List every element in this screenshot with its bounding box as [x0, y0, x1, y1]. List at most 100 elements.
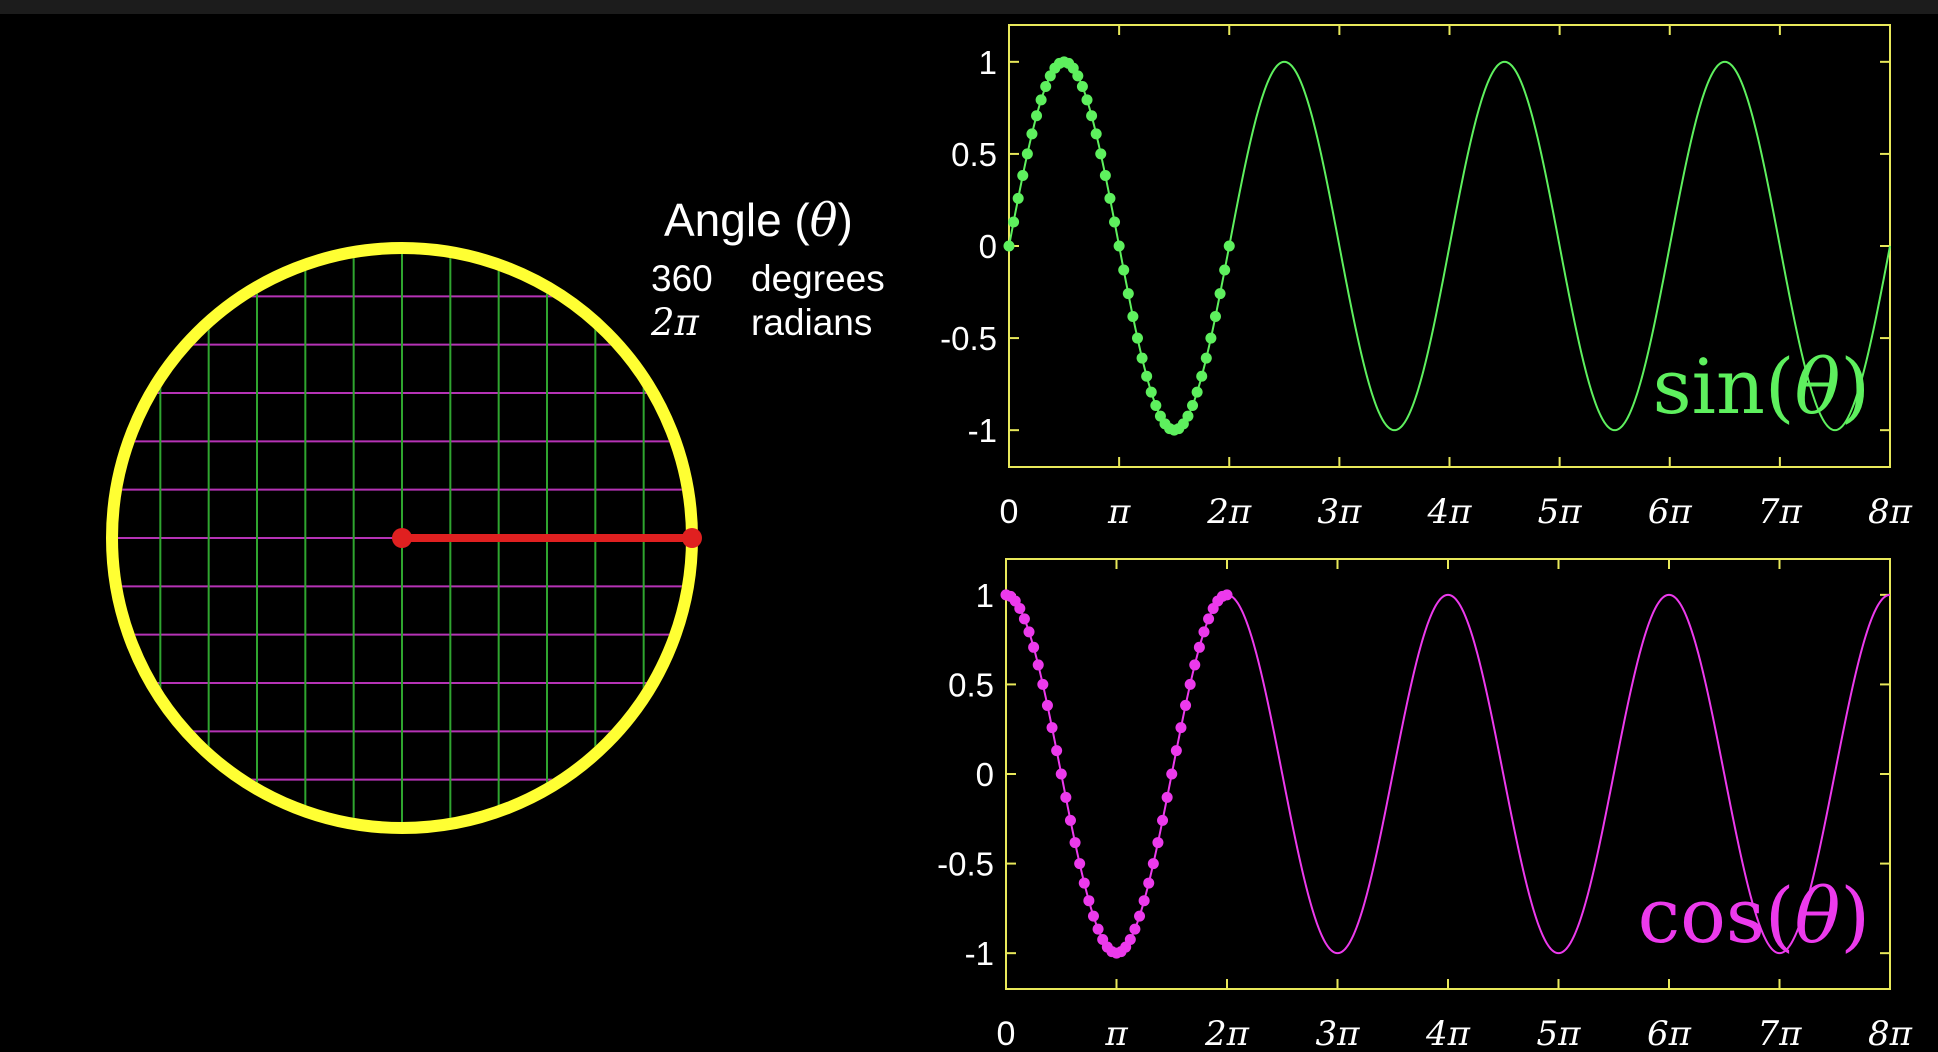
traced-point	[1191, 386, 1203, 398]
traced-point	[1040, 81, 1052, 93]
radians-readout: 2π radians	[651, 301, 872, 344]
radians-unit: radians	[751, 302, 873, 343]
y-tick-label: 0	[976, 756, 994, 793]
sin-label: sin(θ)	[1653, 342, 1870, 431]
x-tick-label: π	[1104, 1014, 1128, 1052]
traced-point	[1076, 81, 1088, 93]
x-tick-label: 4π	[1425, 1014, 1471, 1052]
x-tick-label: 7π	[1758, 492, 1803, 532]
traced-point	[1134, 910, 1146, 922]
traced-point	[1147, 858, 1159, 870]
radius-endpoint	[682, 528, 702, 548]
sin-chart: 1 0.5 0 -0.5 -1 0 π 2π 3π 4π 5π 6π 7π 8π sin(θ)	[940, 24, 1913, 532]
traced-point	[1150, 399, 1162, 411]
traced-point	[1021, 148, 1033, 160]
radians-value: 2π	[651, 301, 699, 344]
traced-point	[1136, 352, 1148, 364]
traced-point	[1203, 613, 1215, 625]
traced-point	[1145, 386, 1157, 398]
traced-point	[1141, 370, 1153, 382]
x-tick-label: 3π	[1317, 492, 1362, 532]
traced-point	[1060, 791, 1072, 803]
traced-point	[1122, 288, 1134, 300]
traced-point	[1131, 332, 1143, 344]
traced-point	[1175, 722, 1187, 734]
traced-point	[1193, 641, 1205, 653]
traced-point	[1086, 110, 1098, 122]
cos-label: cos(θ)	[1638, 871, 1870, 960]
x-tick-label: 2π	[1206, 492, 1252, 532]
traced-point	[1037, 678, 1049, 690]
angle-title: Angle (θ)	[664, 193, 853, 247]
traced-point	[1092, 923, 1104, 935]
traced-point	[1157, 814, 1169, 826]
traced-point	[1064, 814, 1076, 826]
x-tick-label: 2π	[1204, 1014, 1250, 1052]
traced-point	[1046, 722, 1058, 734]
unit-circle	[106, 242, 702, 834]
traced-point	[1205, 332, 1217, 344]
traced-point	[1028, 641, 1040, 653]
x-tick-label: 7π	[1758, 1014, 1803, 1052]
degrees-readout: 360 degrees	[651, 258, 885, 300]
traced-point	[1069, 837, 1081, 849]
x-tick-label: 4π	[1427, 492, 1473, 532]
x-tick-label: 6π	[1648, 492, 1693, 532]
x-tick-label: 5π	[1537, 1014, 1582, 1052]
traced-point	[1214, 288, 1226, 300]
y-tick-label: -0.5	[940, 320, 997, 357]
traced-point	[1078, 877, 1090, 889]
traced-point	[1031, 110, 1043, 122]
traced-point	[1032, 659, 1044, 671]
traced-point	[1095, 148, 1107, 160]
traced-point	[1074, 858, 1086, 870]
traced-point	[1127, 310, 1139, 322]
y-tick-label: -1	[965, 935, 994, 972]
traced-point	[1170, 745, 1182, 757]
x-tick-label: 3π	[1316, 1014, 1361, 1052]
traced-point	[1051, 745, 1063, 757]
traced-point	[1003, 240, 1015, 252]
traced-point	[1008, 216, 1020, 228]
x-tick-label: 0	[1000, 493, 1019, 531]
y-tick-label: 1	[976, 577, 994, 614]
x-tick-label: 8π	[1868, 492, 1913, 532]
traced-point	[1182, 410, 1194, 422]
traced-point	[1087, 910, 1099, 922]
y-tick-label: 0	[979, 228, 997, 265]
y-tick-label: -1	[968, 412, 997, 449]
traced-point	[1200, 352, 1212, 364]
traced-point	[1014, 602, 1026, 614]
traced-point	[1189, 659, 1201, 671]
x-tick-label: 6π	[1647, 1014, 1692, 1052]
x-tick-label: 5π	[1538, 492, 1583, 532]
traced-point	[1219, 264, 1231, 276]
traced-point	[1023, 626, 1035, 638]
x-tick-label: 8π	[1868, 1014, 1913, 1052]
x-tick-label: 0	[997, 1015, 1016, 1052]
traced-point	[1129, 923, 1141, 935]
traced-point	[1035, 94, 1047, 106]
y-tick-label: -0.5	[937, 846, 994, 883]
traced-point	[1118, 264, 1130, 276]
degrees-value: 360	[651, 258, 713, 299]
traced-point	[1081, 94, 1093, 106]
traced-point	[1072, 70, 1084, 82]
traced-point	[1090, 128, 1102, 140]
traced-point	[1161, 791, 1173, 803]
traced-point	[1083, 895, 1095, 907]
center-point	[392, 528, 412, 548]
degrees-unit: degrees	[751, 258, 885, 299]
traced-point	[1184, 678, 1196, 690]
traced-point	[1187, 399, 1199, 411]
traced-point	[1055, 768, 1067, 780]
traced-point	[1026, 128, 1038, 140]
traced-point	[1124, 934, 1136, 946]
traced-point	[1180, 699, 1192, 711]
traced-point	[1166, 768, 1178, 780]
top-bar	[0, 0, 1938, 14]
traced-point	[1198, 626, 1210, 638]
traced-point	[1143, 877, 1155, 889]
traced-point	[1209, 310, 1221, 322]
